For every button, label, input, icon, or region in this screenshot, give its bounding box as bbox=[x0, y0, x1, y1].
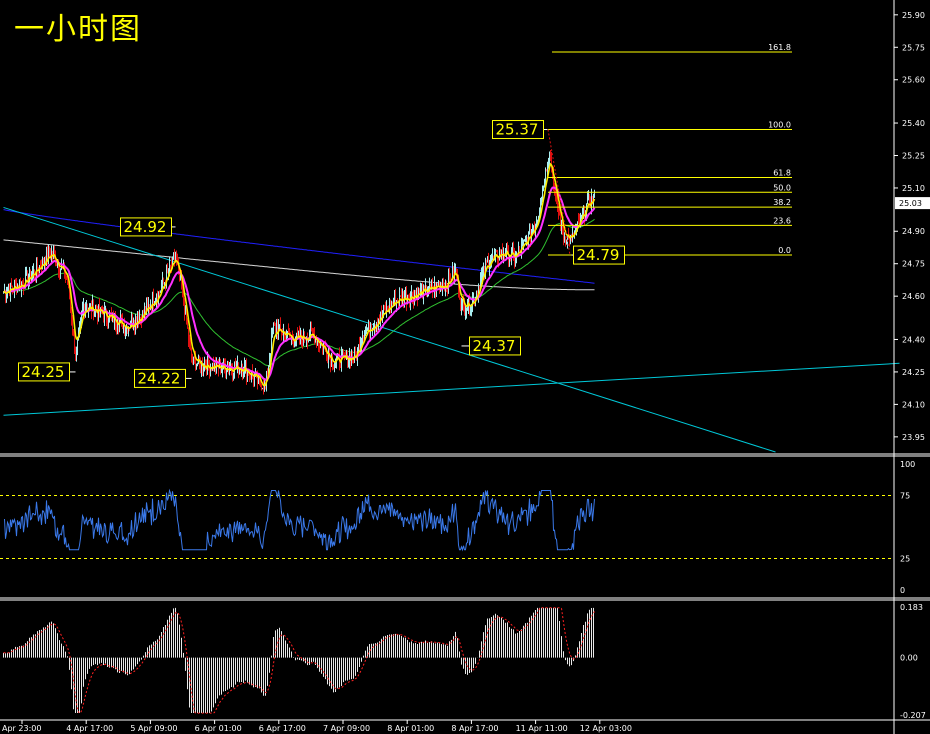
rsi-tick-label: 25 bbox=[900, 555, 910, 564]
rsi-line bbox=[4, 488, 595, 552]
price-tick-label: 25.10 bbox=[902, 184, 925, 193]
price-callout-label: 24.25 bbox=[22, 363, 65, 381]
price-callout-box bbox=[492, 120, 544, 140]
price-tick-label: 24.40 bbox=[902, 335, 925, 344]
price-tick-label: 24.75 bbox=[902, 260, 925, 269]
fib-level-label: 0.0 bbox=[778, 246, 791, 255]
macd-signal-line bbox=[3, 607, 595, 714]
price-callout-box bbox=[120, 217, 172, 237]
fib-level-label: 161.8 bbox=[768, 43, 791, 52]
price-tick-label: 24.90 bbox=[902, 227, 925, 236]
price-panel bbox=[3, 149, 900, 453]
price-callout-label: 24.37 bbox=[473, 337, 516, 355]
price-callout-label: 24.79 bbox=[577, 246, 620, 264]
price-tick-label: 25.75 bbox=[902, 43, 925, 52]
price-tick-label: 23.95 bbox=[902, 433, 925, 442]
fib-level-label: 38.2 bbox=[773, 198, 791, 207]
price-callout-box bbox=[573, 245, 625, 265]
time-tick-label: Apr 23:00 bbox=[2, 724, 41, 733]
time-tick-label: 12 Apr 03:00 bbox=[580, 724, 632, 733]
time-tick-label: 7 Apr 09:00 bbox=[323, 724, 370, 733]
price-callout-box bbox=[469, 336, 521, 356]
ma-blue-line bbox=[3, 209, 595, 284]
price-tick-label: 25.60 bbox=[902, 76, 925, 85]
time-tick-label: 8 Apr 01:00 bbox=[387, 724, 434, 733]
macd-tick-label: 0.00 bbox=[900, 654, 918, 663]
rsi-tick-label: 100 bbox=[900, 460, 915, 469]
current-price-label: 25.03 bbox=[899, 199, 922, 208]
rsi-tick-label: 0 bbox=[900, 586, 905, 595]
price-tick-label: 24.25 bbox=[902, 368, 925, 377]
price-callout-box bbox=[18, 362, 70, 382]
price-tick-label: 24.60 bbox=[902, 292, 925, 301]
fib-level-label: 100.0 bbox=[768, 121, 791, 130]
macd-tick-label: 0.183 bbox=[900, 603, 923, 612]
price-tick-label: 25.90 bbox=[902, 11, 925, 20]
trendline-descending bbox=[3, 206, 776, 453]
fib-anchor-line bbox=[547, 129, 571, 256]
trendline-ascending bbox=[3, 362, 900, 416]
price-callout-box bbox=[134, 368, 186, 388]
time-tick-label: 6 Apr 01:00 bbox=[195, 724, 242, 733]
macd-tick-label: -0.207 bbox=[900, 711, 926, 720]
price-callout-label: 24.22 bbox=[138, 369, 181, 387]
chart-title: 一小时图 bbox=[14, 12, 142, 47]
macd-histogram bbox=[3, 607, 594, 714]
time-tick-label: 8 Apr 17:00 bbox=[451, 724, 498, 733]
price-callout-label: 24.92 bbox=[124, 218, 167, 236]
fib-level-label: 61.8 bbox=[773, 168, 791, 177]
macd-panel: 0.183 0.00 -0.207 bbox=[3, 603, 926, 720]
ma-white-line bbox=[3, 239, 595, 291]
rsi-panel: 100 75 25 0 bbox=[0, 460, 915, 595]
current-price-box bbox=[895, 197, 930, 210]
price-callout-label: 25.37 bbox=[496, 121, 539, 139]
price-tick-label: 25.40 bbox=[902, 119, 925, 128]
time-tick-label: 6 Apr 17:00 bbox=[259, 724, 306, 733]
overlay-layer: 161.8 100.0 61.8 50.0 38.2 23.6 0.0 24.25 24.92 2… bbox=[18, 43, 792, 388]
fib-level-label: 50.0 bbox=[773, 183, 791, 192]
price-tick-label: 24.10 bbox=[902, 400, 925, 409]
time-tick-label: 11 Apr 11:00 bbox=[516, 724, 568, 733]
time-tick-label: 4 Apr 17:00 bbox=[66, 724, 113, 733]
time-tick-label: 5 Apr 09:00 bbox=[130, 724, 177, 733]
fib-level-label: 23.6 bbox=[773, 216, 791, 225]
rsi-tick-label: 75 bbox=[900, 492, 910, 501]
price-tick-label: 25.25 bbox=[902, 151, 925, 160]
ema-yellow-line bbox=[3, 162, 596, 387]
ma-green-line bbox=[3, 218, 595, 366]
